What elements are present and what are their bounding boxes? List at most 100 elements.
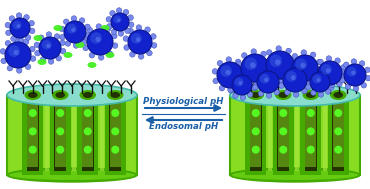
Ellipse shape: [54, 25, 63, 31]
Circle shape: [262, 69, 268, 74]
Circle shape: [329, 74, 334, 80]
Circle shape: [302, 88, 307, 94]
Circle shape: [136, 37, 141, 42]
Circle shape: [228, 88, 234, 93]
Circle shape: [84, 146, 92, 154]
Circle shape: [123, 36, 129, 41]
Circle shape: [29, 127, 37, 135]
Circle shape: [361, 82, 367, 88]
Circle shape: [334, 109, 342, 117]
Ellipse shape: [333, 92, 343, 98]
Circle shape: [46, 44, 51, 48]
Circle shape: [250, 62, 256, 68]
Circle shape: [307, 127, 315, 135]
Circle shape: [292, 53, 298, 59]
Circle shape: [318, 59, 323, 65]
Circle shape: [252, 109, 260, 117]
Circle shape: [56, 55, 61, 61]
Circle shape: [18, 38, 24, 43]
Circle shape: [251, 85, 257, 91]
Bar: [109, 101, 121, 171]
Circle shape: [313, 74, 322, 84]
Circle shape: [306, 84, 311, 90]
Circle shape: [110, 10, 115, 16]
Bar: [7, 95, 137, 175]
Circle shape: [17, 24, 20, 28]
Circle shape: [128, 22, 134, 27]
Ellipse shape: [34, 35, 43, 41]
Ellipse shape: [251, 92, 260, 98]
Bar: [55, 103, 66, 167]
Circle shape: [353, 86, 359, 91]
Circle shape: [339, 69, 345, 75]
Circle shape: [67, 24, 77, 34]
Circle shape: [85, 32, 91, 38]
Bar: [328, 101, 349, 175]
Circle shape: [241, 54, 269, 82]
Circle shape: [347, 67, 357, 77]
Circle shape: [1, 58, 7, 64]
Ellipse shape: [275, 90, 292, 100]
Circle shape: [111, 146, 119, 154]
Ellipse shape: [105, 52, 114, 58]
Circle shape: [300, 65, 305, 70]
Circle shape: [90, 32, 102, 44]
Ellipse shape: [110, 92, 120, 98]
Circle shape: [111, 13, 129, 31]
Ellipse shape: [75, 42, 84, 48]
Ellipse shape: [330, 90, 346, 100]
Circle shape: [292, 55, 318, 81]
Bar: [230, 95, 360, 175]
Bar: [250, 101, 262, 171]
Circle shape: [217, 60, 223, 66]
Circle shape: [54, 34, 60, 39]
Circle shape: [279, 109, 287, 117]
Bar: [27, 101, 39, 171]
Circle shape: [365, 67, 370, 73]
Circle shape: [232, 75, 252, 95]
Ellipse shape: [107, 90, 124, 100]
Circle shape: [29, 28, 35, 34]
Circle shape: [334, 146, 342, 154]
Circle shape: [345, 84, 351, 89]
Ellipse shape: [7, 84, 137, 106]
Circle shape: [98, 55, 104, 60]
Circle shape: [9, 16, 15, 21]
Circle shape: [351, 59, 357, 64]
Circle shape: [89, 52, 95, 58]
Circle shape: [84, 127, 92, 135]
Circle shape: [266, 93, 272, 98]
Circle shape: [0, 49, 6, 54]
Circle shape: [293, 92, 299, 97]
Circle shape: [279, 127, 287, 135]
Circle shape: [220, 65, 232, 77]
Circle shape: [257, 71, 279, 93]
Circle shape: [225, 70, 231, 75]
Circle shape: [116, 8, 122, 13]
Circle shape: [81, 40, 87, 45]
Circle shape: [251, 77, 256, 83]
Circle shape: [106, 16, 112, 22]
Circle shape: [326, 56, 332, 61]
Circle shape: [79, 18, 85, 23]
Bar: [332, 101, 344, 171]
Circle shape: [35, 50, 40, 56]
Circle shape: [65, 41, 71, 46]
Circle shape: [8, 45, 20, 57]
Circle shape: [247, 92, 253, 97]
Circle shape: [317, 69, 323, 74]
Circle shape: [236, 61, 242, 67]
Circle shape: [231, 73, 237, 78]
Circle shape: [278, 82, 284, 88]
Circle shape: [59, 26, 65, 32]
Circle shape: [268, 69, 274, 75]
Circle shape: [30, 46, 35, 52]
Bar: [305, 101, 317, 171]
Circle shape: [306, 81, 312, 86]
Bar: [27, 103, 38, 167]
Circle shape: [130, 52, 135, 57]
Circle shape: [38, 35, 44, 40]
Circle shape: [344, 64, 366, 86]
Circle shape: [56, 127, 64, 135]
Circle shape: [295, 58, 307, 70]
